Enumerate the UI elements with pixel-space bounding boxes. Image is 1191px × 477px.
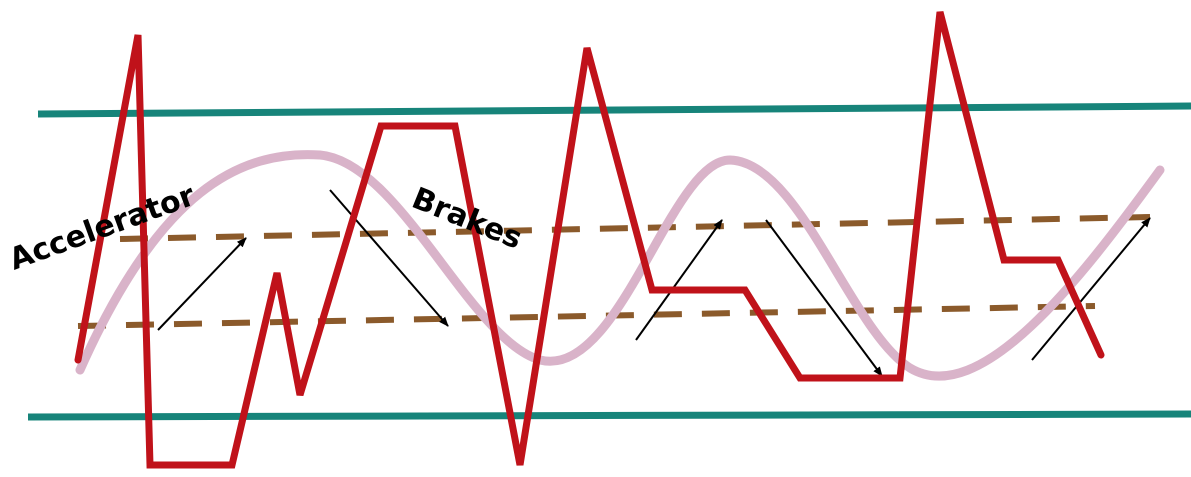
arrow-up-1 [157,237,247,331]
upper-threshold-dashed-line [119,214,1151,242]
smooth-sine-wave [75,150,1165,381]
lower-threshold-dashed-line [77,303,1096,329]
arrow-up-2 [635,219,723,341]
upper-bound-line [37,102,1191,118]
lower-bound-line [27,410,1191,421]
arrow-up-3 [1031,217,1151,361]
arrow-down-1 [329,189,449,327]
arrow-down-2 [765,219,883,377]
erratic-red-wave [74,11,1105,469]
